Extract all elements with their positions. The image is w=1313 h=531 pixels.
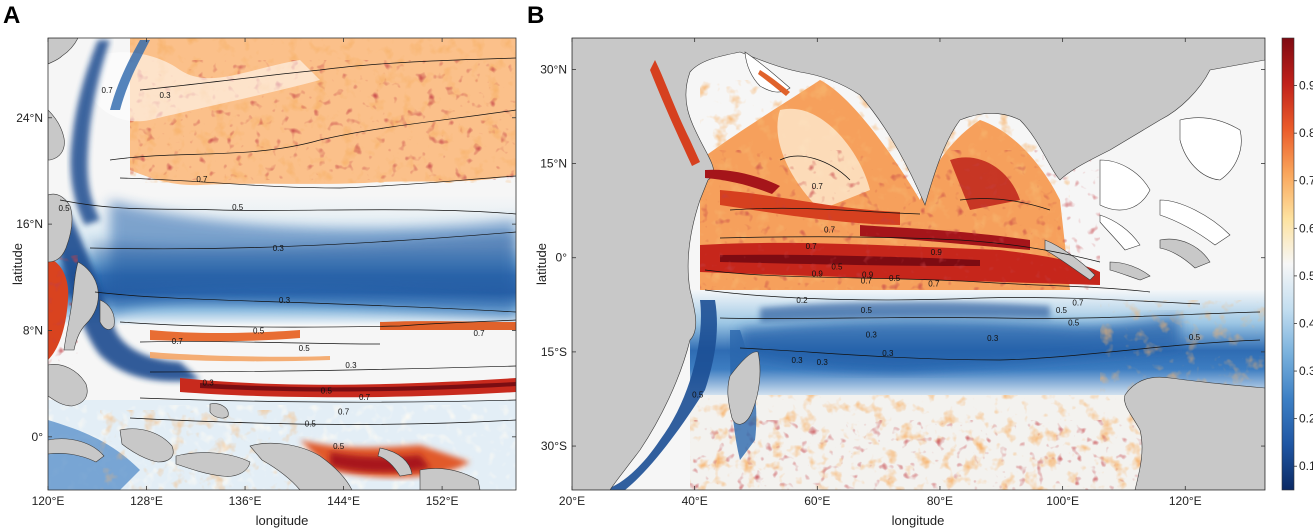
panel-b-contour-label: 0.3 <box>882 349 894 358</box>
panel-b-xtick-label: 120°E <box>1169 494 1202 508</box>
panel-b-contour-label: 0.5 <box>861 306 873 315</box>
panel-b-contour-label: 0.3 <box>817 358 829 367</box>
panel-b-contour-label: 0.2 <box>796 296 808 305</box>
panel-b-contour-label: 0.5 <box>1189 333 1201 342</box>
panel-a-contour-labels: 0.3 0.7 0.5 0.3 0.3 0.5 0.7 0.5 0.3 0.3 0.5 0.7 0.7 0… <box>58 86 485 451</box>
panel-b-land <box>572 38 1265 490</box>
panel-a-contour-label: 0.7 <box>359 393 371 402</box>
panel-a-contour-label: 0.5 <box>305 420 317 429</box>
panel-b-xtick-label: 40°E <box>682 494 708 508</box>
panel-b-contour-label: 0.7 <box>824 225 836 234</box>
panel-b-marginal-seas <box>650 60 790 194</box>
panel-a-blue-band <box>48 195 516 325</box>
panel-b-xlabel: longitude <box>892 513 945 528</box>
panel-a-zonal-jets <box>150 321 516 398</box>
panel-b-ytick-label: 15°N <box>540 157 567 171</box>
panel-a-ytick-label: 8°N <box>23 323 43 337</box>
panel-b-contours <box>704 155 1261 361</box>
panel-a-map: 0.3 0.7 0.5 0.3 0.3 0.5 0.7 0.5 0.3 0.3 0.5 0.7 0.7 0… <box>48 38 516 490</box>
colorbar-tick-label: 0.1 <box>1299 459 1313 473</box>
panel-a-frame <box>47 37 517 491</box>
panel-a-contours <box>59 57 516 425</box>
panel-b-ytick-label: 15°S <box>541 345 567 359</box>
panel-b-contour-label: 0.5 <box>1056 306 1068 315</box>
panel-a-contour-label: 0.3 <box>203 378 215 387</box>
panel-a-ytick-label: 24°N <box>16 111 43 125</box>
panel-a-ytick-label: 16°N <box>16 217 43 231</box>
panel-b-contour-label: 0.9 <box>931 248 943 257</box>
panel-a-contour-label: 0.5 <box>253 326 265 335</box>
panel-b-contour-label: 0.9 <box>862 271 874 280</box>
panel-a-contour-label: 0.5 <box>232 203 244 212</box>
panel-a-ytick-label: 0° <box>32 430 44 444</box>
colorbar-tick-label: 0.3 <box>1299 364 1313 378</box>
panel-a-contour-label: 0.5 <box>321 386 333 395</box>
panel-a-xtick-label: 144°E <box>327 494 360 508</box>
panel-a-contour-label: 0.3 <box>159 91 171 100</box>
colorbar-tick-label: 0.6 <box>1299 221 1313 235</box>
colorbar-tick-label: 0.5 <box>1299 269 1313 283</box>
colorbar-tick-label: 0.4 <box>1299 316 1313 330</box>
panel-a-contour-label: 0.3 <box>279 296 291 305</box>
panel-a-contour-label: 0.7 <box>338 408 350 417</box>
panel-a: A <box>3 2 517 528</box>
panel-b-frame <box>571 37 1266 491</box>
panel-a-contour-label: 0.3 <box>273 244 285 253</box>
panel-a-axes: 120°E 128°E 136°E 144°E 152°E 0° 8°N 16°N 24°N <box>16 38 516 508</box>
panel-a-xtick-label: 152°E <box>426 494 459 508</box>
panel-a-warm-north <box>88 38 516 186</box>
panel-b-axes: 20°E 40°E 60°E 80°E 100°E 120°E 30°S 15°S 0° 15°N… <box>540 38 1265 508</box>
colorbar: 0.1 0.2 0.3 0.4 0.5 0.6 0.7 0.8 0.9 <box>1281 37 1313 491</box>
panel-b-contour-label: 0.7 <box>861 276 873 285</box>
panel-b-contour-label: 0.7 <box>928 279 940 288</box>
panel-b-contour-label: 0.5 <box>1068 318 1080 327</box>
panel-b-ytick-label: 30°S <box>541 439 567 453</box>
panel-b-contour-label: 0.7 <box>812 182 824 191</box>
panel-b: B <box>527 2 1313 528</box>
panel-a-contour-label: 0.5 <box>333 442 345 451</box>
panel-a-letter: A <box>3 2 20 29</box>
panel-a-contour-label: 0.7 <box>196 175 208 184</box>
panel-a-xtick-label: 136°E <box>229 494 262 508</box>
colorbar-tick-label: 0.7 <box>1299 174 1313 188</box>
panel-b-contour-label: 0.5 <box>831 263 843 272</box>
panel-a-ylabel: latitude <box>10 243 25 285</box>
panel-b-xtick-label: 80°E <box>927 494 953 508</box>
panel-b-contour-label: 0.5 <box>889 274 901 283</box>
panel-b-letter: B <box>527 2 544 29</box>
panel-b-ytick-label: 0° <box>556 251 568 265</box>
colorbar-tick-label: 0.9 <box>1299 79 1313 93</box>
panel-a-xtick-label: 128°E <box>130 494 163 508</box>
panel-b-xtick-label: 60°E <box>804 494 830 508</box>
panel-b-contour-label: 0.5 <box>692 391 704 400</box>
panel-b-contour-label: 0.3 <box>792 356 804 365</box>
panel-b-map: 0.70.70.70.90.50.9 0.9 0.50.7 0.70.2 0.70.5 0… <box>572 38 1265 490</box>
colorbar-gradient <box>1281 37 1295 491</box>
panel-b-contour-label: 0.7 <box>806 242 818 251</box>
panel-a-contour-label: 0.5 <box>299 344 311 353</box>
panel-b-contour-label: 0.7 <box>1072 298 1084 307</box>
panel-b-contour-label: 0.3 <box>866 330 878 339</box>
panel-b-contour-label: 0.3 <box>987 334 999 343</box>
panel-a-contour-label: 0.5 <box>58 204 70 213</box>
panel-a-contour-label: 0.3 <box>345 361 357 370</box>
colorbar-tick-label: 0.2 <box>1299 412 1313 426</box>
panel-b-contour-label: 0.9 <box>812 269 824 278</box>
panel-a-contour-label: 0.7 <box>102 86 114 95</box>
colorbar-ticks: 0.1 0.2 0.3 0.4 0.5 0.6 0.7 0.8 0.9 <box>1294 79 1313 473</box>
panel-a-xlabel: longitude <box>256 513 309 528</box>
panel-b-contour-labels: 0.70.70.70.90.50.9 0.9 0.50.7 0.70.2 0.70.5 0… <box>692 182 1200 399</box>
panel-a-land <box>48 38 481 490</box>
panel-a-xtick-label: 120°E <box>32 494 65 508</box>
panel-a-western-boundary <box>55 40 200 382</box>
panel-b-ytick-label: 30°N <box>540 62 567 76</box>
colorbar-tick-label: 0.8 <box>1299 126 1313 140</box>
panel-b-xtick-label: 20°E <box>559 494 585 508</box>
panel-b-ylabel: latitude <box>534 243 549 285</box>
panel-b-xtick-label: 100°E <box>1046 494 1079 508</box>
panel-a-contour-label: 0.7 <box>473 329 485 338</box>
panel-a-contour-label: 0.7 <box>172 337 184 346</box>
